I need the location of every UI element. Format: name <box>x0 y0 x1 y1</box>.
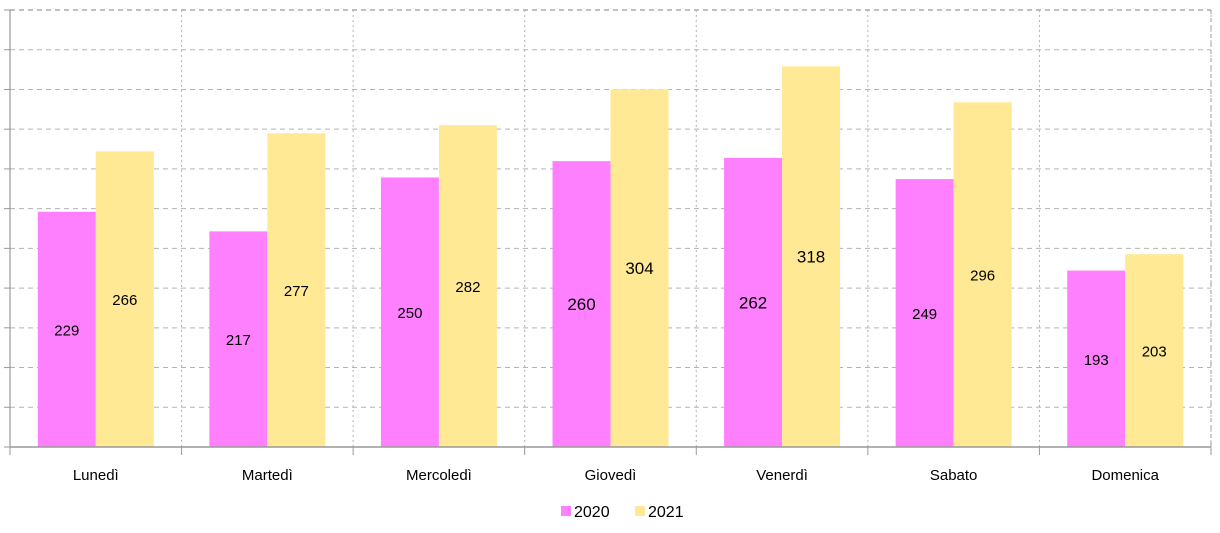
bars <box>37 66 1184 448</box>
x-tick-label: Lunedì <box>73 467 119 484</box>
bar-2020-1 <box>209 231 268 447</box>
bar-2020-0 <box>37 211 96 447</box>
data-label-2020-0: 229 <box>54 322 79 339</box>
data-label-2021-6: 203 <box>1142 344 1167 361</box>
axes: Lunedì Martedì Mercoledì Giovedì Venerdì Saba… <box>4 9 1212 484</box>
bar-2021-1 <box>267 133 326 447</box>
data-label-2021-0: 266 <box>112 292 137 309</box>
data-label-2021-4: 318 <box>797 248 825 267</box>
bar-2020-6 <box>1067 270 1126 447</box>
x-tick-label: Martedì <box>242 467 293 484</box>
data-label-2020-4: 262 <box>739 293 767 312</box>
bar-2020-2 <box>380 177 439 447</box>
bar-2021-3 <box>610 89 669 447</box>
x-tick-label: Giovedì <box>585 467 637 484</box>
data-label-2020-6: 193 <box>1084 352 1109 369</box>
bar-2020-4 <box>724 157 783 448</box>
data-label-2020-1: 217 <box>226 332 251 349</box>
data-label-2020-3: 260 <box>567 295 595 314</box>
bar-2020-3 <box>552 161 611 447</box>
bar-2020-5 <box>895 179 954 447</box>
legend: 2020 2021 <box>561 504 684 521</box>
data-label-2020-5: 249 <box>912 306 937 323</box>
bar-2021-6 <box>1125 254 1184 447</box>
x-tick-label: Venerdì <box>756 467 808 484</box>
bar-2021-5 <box>953 102 1012 447</box>
data-label-2021-5: 296 <box>970 268 995 285</box>
legend-swatch-2021 <box>635 506 645 516</box>
bar-2021-2 <box>438 125 497 447</box>
bar-2021-0 <box>95 151 154 447</box>
legend-swatch-2020 <box>561 506 571 516</box>
data-label-2020-2: 250 <box>397 305 422 322</box>
bar-2021-4 <box>782 66 841 447</box>
data-labels: 229 266 217 277 250 282 260 304 262 318 249 296 193 2… <box>54 248 1166 369</box>
x-tick-label: Domenica <box>1091 467 1159 484</box>
x-tick-label: Sabato <box>930 467 978 484</box>
data-label-2021-1: 277 <box>284 283 309 300</box>
legend-label-2020: 2020 <box>574 504 610 521</box>
legend-label-2021: 2021 <box>648 504 684 521</box>
x-tick-label: Mercoledì <box>406 467 472 484</box>
data-label-2021-2: 282 <box>455 279 480 296</box>
data-label-2021-3: 304 <box>625 259 653 278</box>
